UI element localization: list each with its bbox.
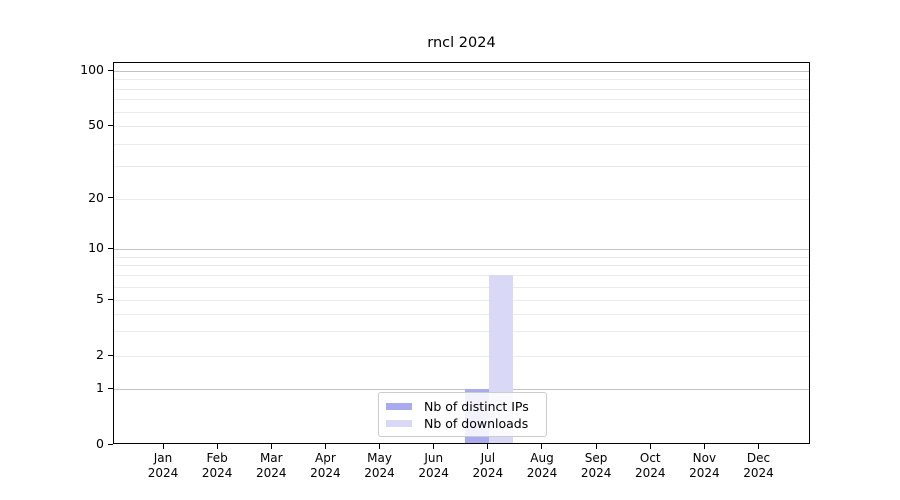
minor-gridline xyxy=(114,99,809,101)
minor-gridline xyxy=(114,256,809,258)
y-axis-tick-label: 100 xyxy=(80,62,104,77)
x-axis-tick-label: Jan 2024 xyxy=(132,451,194,481)
minor-gridline xyxy=(114,198,809,200)
x-axis-tick-mark xyxy=(541,444,543,449)
year-label: 2024 xyxy=(255,466,287,480)
year-label: 2024 xyxy=(201,466,233,480)
x-axis-tick-label: Aug 2024 xyxy=(511,451,573,481)
legend-label-downloads: Nb of downloads xyxy=(424,416,529,431)
x-axis-tick-mark xyxy=(162,444,164,449)
x-axis-tick-label: Jul 2024 xyxy=(457,451,519,481)
y-axis-tick-label: 20 xyxy=(88,189,104,205)
y-axis-tick-mark xyxy=(108,197,113,198)
y-axis-tick-label: 5 xyxy=(96,291,104,306)
year-label: 2024 xyxy=(364,466,395,480)
y-axis-tick-mark xyxy=(108,298,113,300)
minor-gridline xyxy=(114,143,809,145)
month-label: Jul xyxy=(480,451,496,465)
y-axis-tick-mark xyxy=(108,247,113,249)
minor-gridline xyxy=(114,331,809,333)
year-label: 2024 xyxy=(310,466,341,480)
x-axis-tick-label: Apr 2024 xyxy=(294,451,356,481)
downloads-swatch-icon xyxy=(386,420,412,427)
x-axis-tick-label: Dec 2024 xyxy=(728,451,790,481)
chart-title: rncl 2024 xyxy=(427,35,496,51)
major-gridline xyxy=(114,249,809,250)
y-axis-tick-label: 50 xyxy=(88,117,104,132)
x-axis-tick-label: Mar 2024 xyxy=(240,451,302,481)
year-label: 2024 xyxy=(743,466,774,480)
y-axis-tick-label: 0 xyxy=(96,436,104,451)
y-axis-tick-label: 10 xyxy=(88,240,104,255)
minor-gridline xyxy=(114,275,809,277)
x-axis-tick-mark xyxy=(703,444,705,449)
x-axis-tick-label: Nov 2024 xyxy=(673,451,735,481)
y-axis-tick-label: 2 xyxy=(96,347,104,362)
month-label: Mar xyxy=(259,451,283,465)
minor-gridline xyxy=(114,286,809,288)
minor-gridline xyxy=(114,313,809,315)
minor-gridline xyxy=(114,300,809,301)
month-label: Dec xyxy=(746,451,771,465)
month-label: Oct xyxy=(639,451,661,465)
y-axis-tick-mark xyxy=(108,387,113,389)
x-axis-tick-mark xyxy=(216,444,218,449)
month-label: Nov xyxy=(692,451,717,465)
x-axis-tick-mark xyxy=(595,444,597,449)
year-label: 2024 xyxy=(580,466,612,480)
y-axis-tick-mark xyxy=(108,443,113,445)
year-label: 2024 xyxy=(472,466,504,480)
year-label: 2024 xyxy=(526,466,558,480)
legend-item-downloads: Nb of downloads xyxy=(386,416,538,432)
year-label: 2024 xyxy=(147,466,179,480)
x-axis-tick-label: Oct 2024 xyxy=(619,451,681,481)
month-label: Apr xyxy=(315,451,336,465)
month-label: Jun xyxy=(424,451,444,465)
y-axis-tick-mark xyxy=(108,354,113,356)
month-label: Sep xyxy=(584,451,608,465)
month-label: Feb xyxy=(206,451,228,465)
month-label: Jan xyxy=(153,451,173,465)
x-axis-tick-mark xyxy=(324,444,326,449)
year-label: 2024 xyxy=(418,466,449,480)
minor-gridline xyxy=(114,356,809,357)
month-label: Aug xyxy=(530,451,554,465)
x-axis-tick-mark xyxy=(649,444,651,449)
x-axis-tick-mark xyxy=(379,444,381,449)
minor-gridline xyxy=(114,265,809,267)
distinct-ips-swatch-icon xyxy=(386,403,412,410)
x-axis-tick-mark xyxy=(758,444,760,449)
minor-gridline xyxy=(114,88,809,90)
year-label: 2024 xyxy=(634,466,666,480)
minor-gridline xyxy=(114,79,809,81)
y-axis-tick-mark xyxy=(108,124,113,126)
major-gridline xyxy=(114,389,809,390)
y-axis-tick-label: 1 xyxy=(96,380,104,395)
y-axis-tick-mark xyxy=(108,69,113,71)
legend: Nb of distinct IPs Nb of downloads xyxy=(378,392,547,437)
month-label: May xyxy=(367,451,392,465)
x-axis-tick-mark xyxy=(487,444,489,449)
legend-item-distinct-ips: Nb of distinct IPs xyxy=(386,399,538,415)
minor-gridline xyxy=(114,126,809,127)
x-axis-tick-mark xyxy=(433,444,435,449)
major-gridline xyxy=(114,71,809,72)
x-axis-tick-label: May 2024 xyxy=(349,451,411,481)
x-axis-tick-mark xyxy=(270,444,272,449)
x-axis-tick-label: Sep 2024 xyxy=(565,451,627,481)
year-label: 2024 xyxy=(689,466,720,480)
legend-label-distinct-ips: Nb of distinct IPs xyxy=(424,399,529,414)
x-axis-tick-label: Feb 2024 xyxy=(186,451,248,481)
minor-gridline xyxy=(114,111,809,113)
minor-gridline xyxy=(114,166,809,168)
x-axis-tick-label: Jun 2024 xyxy=(403,451,465,481)
plot-area xyxy=(113,62,810,444)
